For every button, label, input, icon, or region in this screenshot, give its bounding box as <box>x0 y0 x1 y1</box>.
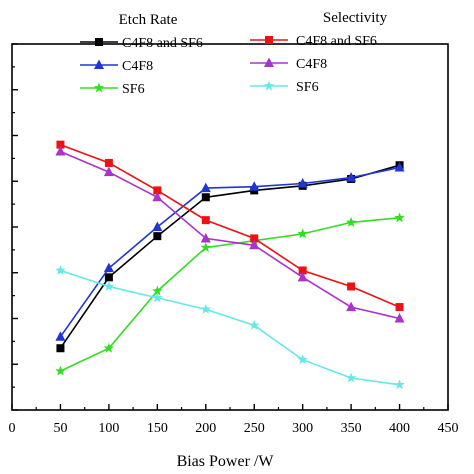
legend-item: SF6 <box>250 80 319 95</box>
legend-marker <box>265 36 273 44</box>
data-point <box>297 271 308 282</box>
legend-item: C4F8 <box>250 57 327 72</box>
plot-border <box>11 43 449 411</box>
data-point <box>394 379 405 390</box>
legend-item: C4F8 and SF6 <box>250 34 377 49</box>
data-point <box>297 178 308 188</box>
legend-item: SF6 <box>80 82 145 97</box>
x-tick-label: 350 <box>341 421 362 436</box>
x-tick-label: 100 <box>98 421 119 436</box>
legend-label: SF6 <box>122 82 145 97</box>
series-line <box>60 150 400 320</box>
data-point <box>56 140 65 149</box>
data-point <box>297 228 308 239</box>
data-point <box>152 191 163 202</box>
series-line <box>60 217 400 372</box>
legend-label: C4F8 and SF6 <box>122 36 203 51</box>
legend-label: C4F8 <box>122 59 153 74</box>
data-point <box>152 221 163 231</box>
series-4 <box>55 146 405 323</box>
legend-heading: Selectivity <box>323 10 388 26</box>
x-axis-ticks: 0 50 100 150 200 250 300 350 400 450 <box>9 404 459 436</box>
data-point <box>201 216 210 225</box>
legend-marker <box>263 80 275 91</box>
x-tick-label: 450 <box>438 421 459 436</box>
data-point <box>104 158 113 167</box>
data-point <box>200 232 211 243</box>
legend-marker <box>95 38 103 46</box>
series-5 <box>55 264 405 390</box>
data-point <box>394 313 405 323</box>
data-point <box>297 354 308 365</box>
legend-label: SF6 <box>296 80 319 95</box>
series-3 <box>56 140 404 312</box>
data-point <box>55 331 66 341</box>
series-line <box>59 166 400 338</box>
series-1 <box>55 162 405 341</box>
series-line <box>59 164 400 349</box>
data-point <box>200 242 212 253</box>
x-tick-label: 50 <box>53 421 67 436</box>
data-point <box>249 181 260 191</box>
data-point <box>103 166 114 177</box>
legend-label: C4F8 and SF6 <box>296 34 377 49</box>
data-point <box>103 262 114 273</box>
data-point <box>56 344 65 353</box>
data-point <box>103 280 115 291</box>
data-point <box>153 232 162 241</box>
data-point <box>346 172 357 182</box>
plot-frame <box>11 43 449 411</box>
data-point <box>152 285 163 296</box>
series-line <box>60 269 400 386</box>
data-point <box>249 239 260 250</box>
data-point <box>248 319 260 330</box>
data-point <box>103 342 115 353</box>
data-point <box>394 212 405 223</box>
data-point <box>345 372 357 383</box>
legend: Etch Rate C4F8 and SF6 C4F8 SF6 Selectivity C… <box>80 10 388 97</box>
x-tick-label: 400 <box>389 421 410 436</box>
data-point <box>152 292 163 303</box>
y-axis-ticks <box>12 43 18 411</box>
data-point <box>345 216 357 227</box>
data-point <box>200 182 211 193</box>
legend-label: C4F8 <box>296 57 327 72</box>
data-point <box>346 301 357 312</box>
data-point <box>394 162 405 172</box>
data-point <box>347 282 356 291</box>
x-tick-label: 200 <box>195 421 216 436</box>
data-point <box>201 193 210 202</box>
data-point <box>55 264 66 275</box>
data-point <box>200 303 212 314</box>
data-point <box>55 146 66 156</box>
series-layer <box>55 140 405 390</box>
data-point <box>250 234 259 243</box>
x-tick-label: 0 <box>9 421 16 436</box>
x-tick-label: 150 <box>147 421 168 436</box>
data-point <box>153 186 162 195</box>
data-point <box>298 266 307 275</box>
series-0 <box>56 161 404 353</box>
legend-marker <box>264 57 274 67</box>
data-point <box>104 273 113 282</box>
legend-marker <box>94 59 104 69</box>
x-tick-label: 250 <box>244 421 265 436</box>
series-line <box>60 143 400 308</box>
legend-item: C4F8 and SF6 <box>80 36 203 51</box>
data-point <box>395 303 404 312</box>
legend-heading: Etch Rate <box>119 12 178 28</box>
data-point <box>55 365 66 376</box>
x-axis-title: Bias Power /W <box>177 453 275 470</box>
series-2 <box>55 212 405 376</box>
legend-marker <box>93 82 105 93</box>
x-tick-label: 300 <box>292 421 313 436</box>
legend-item: C4F8 <box>80 59 153 74</box>
